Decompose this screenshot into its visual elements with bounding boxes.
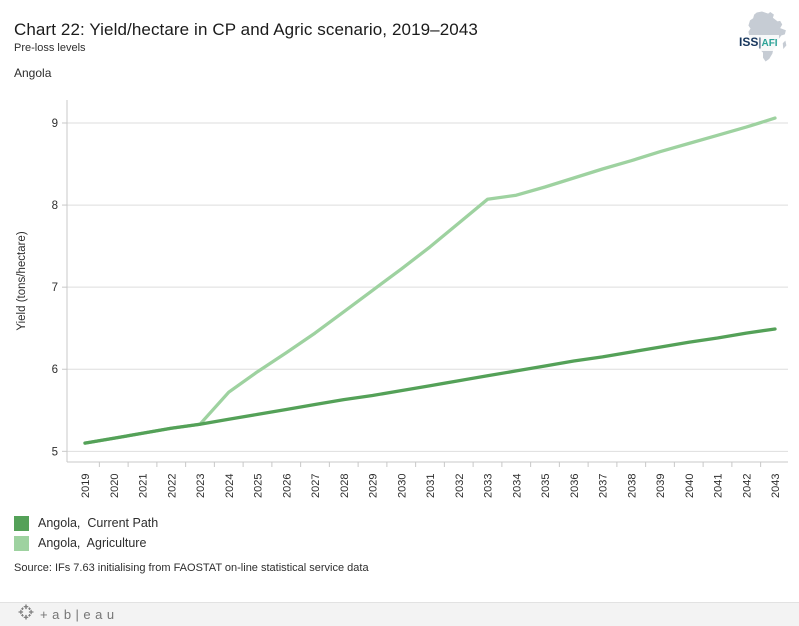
x-tick-label-2034: 2034 — [511, 474, 523, 498]
x-tick-label-2030: 2030 — [396, 474, 408, 498]
x-tick-label-2029: 2029 — [368, 474, 380, 498]
chart-subtitle: Pre-loss levels — [14, 42, 86, 54]
x-tick-label-2024: 2024 — [224, 474, 236, 498]
tableau-logo-icon — [18, 604, 34, 625]
legend-swatch-current-path[interactable] — [14, 515, 29, 531]
x-tick-label-2037: 2037 — [598, 474, 610, 498]
legend-swatch-agriculture[interactable] — [14, 535, 29, 551]
y-tick-label-7: 7 — [52, 282, 58, 294]
legend: Angola, Current Path Angola, Agriculture — [14, 513, 158, 553]
x-tick-label-2041: 2041 — [713, 474, 725, 498]
y-axis-title: Yield (tons/hectare) — [16, 231, 28, 330]
x-tick-label-2032: 2032 — [454, 474, 466, 498]
tableau-toolbar: +ab|eau — [0, 602, 799, 626]
x-tick-label-2027: 2027 — [310, 474, 322, 498]
iss-text: ISS — [739, 35, 759, 49]
x-tick-label-2040: 2040 — [684, 474, 696, 498]
region-label: Angola — [14, 66, 52, 80]
x-tick-label-2019: 2019 — [80, 474, 92, 498]
x-tick-label-2023: 2023 — [195, 474, 207, 498]
legend-item-agriculture[interactable]: Angola, Agriculture — [14, 533, 158, 553]
x-tick-label-2025: 2025 — [253, 474, 265, 498]
logo-separator: | — [758, 35, 762, 49]
y-tick-label-6: 6 — [52, 364, 58, 376]
x-tick-label-2038: 2038 — [626, 474, 638, 498]
x-tick-label-2042: 2042 — [741, 474, 753, 498]
tableau-logo[interactable]: +ab|eau — [18, 604, 119, 625]
y-tick-label-5: 5 — [52, 446, 58, 458]
series-line-angola-agriculture[interactable] — [83, 116, 777, 445]
tableau-wordmark: +ab|eau — [40, 607, 119, 622]
legend-label-current-path: Angola, Current Path — [38, 516, 159, 530]
iss-afi-wordmark: ISS|AFI — [738, 35, 779, 51]
x-tick-label-2020: 2020 — [109, 474, 121, 498]
y-tick-label-9: 9 — [52, 118, 58, 130]
legend-item-current-path[interactable]: Angola, Current Path — [14, 513, 158, 533]
y-tick-label-8: 8 — [52, 200, 58, 212]
legend-label-agriculture: Angola, Agriculture — [38, 536, 147, 550]
x-tick-label-2033: 2033 — [483, 474, 495, 498]
x-tick-label-2028: 2028 — [339, 474, 351, 498]
x-tick-label-2021: 2021 — [138, 474, 150, 498]
x-tick-label-2039: 2039 — [655, 474, 667, 498]
x-tick-label-2036: 2036 — [569, 474, 581, 498]
afi-text: AFI — [761, 38, 778, 49]
x-tick-label-2022: 2022 — [166, 474, 178, 498]
x-tick-label-2035: 2035 — [540, 474, 552, 498]
x-tick-label-2031: 2031 — [425, 474, 437, 498]
series-line-angola-current-path[interactable] — [83, 327, 777, 445]
source-note: Source: IFs 7.63 initialising from FAOST… — [14, 562, 369, 574]
x-tick-label-2043: 2043 — [770, 474, 782, 498]
chart-title: Chart 22: Yield/hectare in CP and Agric … — [14, 20, 478, 39]
iss-afi-logo: ISS|AFI — [735, 11, 791, 63]
x-tick-label-2026: 2026 — [281, 474, 293, 498]
